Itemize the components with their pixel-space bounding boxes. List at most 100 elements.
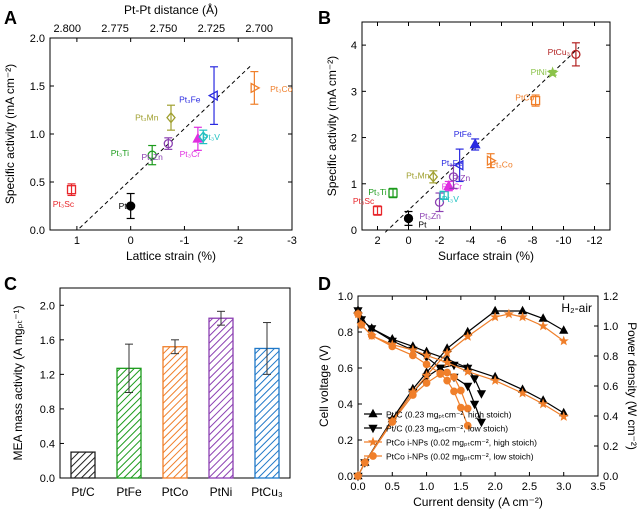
x-tick-label: 1.5	[453, 481, 468, 493]
y-tick-label: 0.0	[30, 225, 45, 237]
legend-marker	[367, 436, 379, 447]
y-tick-label: 0.2	[338, 435, 353, 447]
y-tick-label: 0.0	[40, 473, 55, 485]
x-tick-label: 2.0	[487, 481, 502, 493]
y-tick-label: 0.4	[40, 438, 55, 450]
data-point	[428, 171, 439, 183]
point-label: Pt₃Sc	[353, 196, 375, 206]
x-tick-label: -6	[497, 235, 507, 247]
x-tick-label: -10	[556, 235, 572, 247]
power-point	[457, 386, 465, 395]
y-tick-label: 0.4	[338, 399, 353, 411]
voltage-point	[450, 387, 458, 396]
point-label: Pt₃V	[442, 194, 459, 204]
data-point	[66, 185, 77, 195]
x-tick-label: 1.0	[419, 481, 434, 493]
legend-label: PtCo i-NPs (0.02 mgₚₜcm⁻², high stoich)	[386, 438, 537, 448]
point-label: Pt₃Fe	[179, 94, 201, 104]
legend-marker	[368, 424, 378, 434]
legend-label: PtCo i-NPs (0.02 mgₚₜcm⁻², low stoich)	[386, 452, 534, 462]
power-point	[422, 379, 431, 387]
voltage-point	[442, 357, 453, 367]
voltage-point	[517, 387, 528, 398]
y-tick-label: 2	[351, 133, 357, 145]
data-point	[448, 172, 459, 182]
voltage-point	[476, 418, 487, 428]
power-point	[442, 347, 453, 358]
y-axis-label: Specific activity (mA cm⁻²)	[325, 56, 339, 196]
legend-label: Pt/C (0.23 mgₚₜcm⁻², low stoich)	[386, 424, 508, 434]
panel-a-chart: 1 0 -1 -2 -3 0.0 0.5 1.0 1.5 2.0 Lattice strain (%…	[3, 2, 297, 263]
panel-label-a: A	[4, 8, 17, 28]
y2-axis-label: Power density (W cm⁻²)	[625, 322, 639, 450]
y-tick-label: 1.6	[40, 335, 55, 347]
x-tick-label: -12	[587, 235, 603, 247]
y-tick-label: 4	[351, 40, 357, 52]
legend-marker	[369, 452, 377, 460]
x-tick-label: 2.5	[522, 481, 537, 493]
power-point	[538, 313, 548, 322]
power-point	[517, 311, 528, 322]
bar	[208, 317, 234, 479]
y-axis-label: Cell voltage (V)	[317, 345, 331, 427]
x-axis-label: Surface strain (%)	[438, 249, 534, 263]
point-label: Pt₃Cr	[442, 182, 463, 192]
x-tick-label: 0	[405, 235, 411, 247]
voltage-point	[421, 350, 432, 360]
top-tick-label: 2.725	[198, 23, 226, 35]
power-point	[450, 373, 458, 381]
bar	[70, 451, 96, 479]
y2-tick-label: 0.0	[603, 471, 618, 483]
y-tick-label: 0.0	[338, 471, 353, 483]
trend-line	[384, 47, 580, 233]
y2-tick-label: 1.0	[603, 321, 618, 333]
data-point	[439, 190, 449, 200]
point-label: PtZn	[452, 173, 470, 183]
plot-frame	[49, 37, 293, 231]
power-point	[409, 391, 417, 399]
power-point	[443, 368, 451, 377]
y-axis-label: MEA mass activity (A mgₚₜ⁻¹)	[11, 305, 25, 460]
plot-frame	[361, 21, 611, 231]
power-point	[463, 404, 472, 413]
voltage-point	[367, 331, 376, 340]
category-label: PtNi	[210, 485, 233, 499]
data-point	[469, 138, 481, 149]
x-tick-label: 3.5	[590, 481, 605, 493]
voltage-point	[354, 310, 362, 318]
y-tick-label: 2.0	[30, 33, 45, 45]
point-label: Pt₃Co	[490, 159, 513, 169]
voltage-point	[409, 351, 417, 360]
y-tick-label: 0.8	[338, 327, 353, 339]
voltage-point	[538, 398, 549, 409]
power-point	[559, 325, 569, 334]
annotation: H₂-air	[561, 301, 592, 315]
point-label: Pt₃V	[203, 132, 220, 142]
point-label: Pt₃Zn	[419, 211, 441, 221]
power-point	[558, 335, 569, 346]
power-point	[476, 390, 487, 399]
point-label: Pt₃Ti	[368, 187, 386, 197]
y-tick-label: 3	[351, 86, 357, 98]
power-point	[503, 308, 514, 319]
data-point	[403, 213, 414, 224]
data-point	[147, 150, 157, 160]
x-tick-label: 2	[374, 235, 380, 247]
power-point	[462, 331, 473, 341]
data-point	[453, 159, 464, 171]
point-label: Pt₃Zn	[141, 152, 163, 162]
point-label: Pt₃Fe	[441, 158, 463, 168]
panel-d-chart: 0.0 0.5 1.0 1.5 2.0 2.5 3.0 3.50.00.20.40.60.81…	[317, 291, 639, 509]
voltage-point	[367, 325, 377, 334]
top-tick-label: 2.700	[245, 23, 273, 35]
voltage-point	[462, 366, 473, 376]
data-point	[486, 155, 497, 167]
y-tick-label: 1.0	[338, 291, 353, 303]
category-label: Pt/C	[71, 485, 95, 499]
x-tick-label: -3	[287, 235, 297, 247]
data-point	[372, 205, 383, 216]
data-point	[126, 201, 136, 211]
data-point	[530, 95, 541, 106]
point-label: Pt	[119, 201, 128, 211]
